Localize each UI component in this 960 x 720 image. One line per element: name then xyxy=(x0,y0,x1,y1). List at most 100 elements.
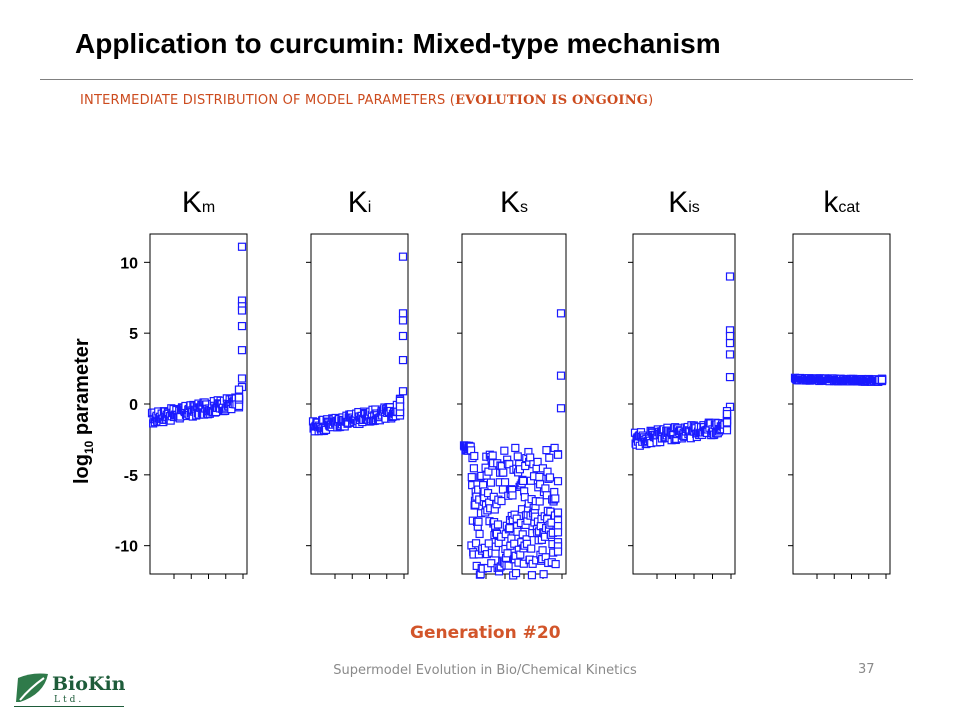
data-point xyxy=(395,402,405,411)
data-point xyxy=(505,460,514,469)
panel-Km: Km xyxy=(147,186,248,579)
data-point xyxy=(553,508,563,517)
outlier-point xyxy=(237,374,247,383)
subtitle-prefix: INTERMEDIATE DISTRIBUTION OF MODEL PARAM… xyxy=(80,93,456,108)
logo-wordmark: BioKin xyxy=(52,673,126,695)
outlier-point xyxy=(725,350,735,359)
y-axis-label: log10 parameter xyxy=(71,338,96,484)
outlier-point xyxy=(398,309,408,318)
panel-Kis: Kis xyxy=(628,186,736,579)
data-point xyxy=(547,518,556,527)
data-point xyxy=(511,443,520,453)
data-point xyxy=(508,491,517,500)
data-point xyxy=(491,549,500,558)
data-point xyxy=(484,539,493,548)
panel-title: Km xyxy=(182,186,215,219)
outlier-point xyxy=(398,252,408,261)
page-number: 37 xyxy=(858,662,875,677)
outlier-point xyxy=(725,272,735,281)
data-point xyxy=(551,494,560,503)
biokin-logo: BioKin Ltd. xyxy=(14,670,126,710)
outlier-point xyxy=(725,372,735,382)
data-point xyxy=(497,496,506,506)
y-tick-label: 5 xyxy=(129,326,138,343)
logo-subtext: Ltd. xyxy=(54,695,85,705)
data-point xyxy=(539,570,548,579)
data-point xyxy=(505,524,514,533)
data-point xyxy=(538,546,547,555)
data-point xyxy=(722,409,732,419)
data-point xyxy=(475,529,484,539)
data-point xyxy=(470,451,479,461)
panel-Ks: Ks xyxy=(457,186,567,580)
outlier-point xyxy=(398,387,408,396)
panel-Ki: Ki xyxy=(306,186,409,579)
data-point xyxy=(527,571,537,580)
data-point xyxy=(488,451,497,460)
data-point xyxy=(513,452,522,461)
outlier-point xyxy=(556,404,566,413)
outlier-point xyxy=(556,371,566,380)
outlier-point xyxy=(556,309,566,318)
panel-frame xyxy=(792,233,891,575)
outlier-point xyxy=(725,331,735,341)
data-point xyxy=(722,426,732,435)
y-tick-label: -5 xyxy=(124,468,138,485)
panel-title: Kis xyxy=(668,186,700,219)
outlier-point xyxy=(237,346,247,355)
data-point xyxy=(504,561,513,570)
data-point xyxy=(234,393,244,402)
title-divider xyxy=(40,79,913,80)
footer-title: Supermodel Evolution in Bio/Chemical Kin… xyxy=(333,663,637,678)
data-point xyxy=(545,453,554,462)
y-tick-label: -10 xyxy=(115,539,138,556)
y-tick-label: 10 xyxy=(120,255,138,272)
data-point xyxy=(512,514,521,523)
slide-subtitle: INTERMEDIATE DISTRIBUTION OF MODEL PARAM… xyxy=(80,93,653,108)
parameter-distribution-chart: 10 5 0 -5 -10 log10 parameter Km Ki Ks Kis kcat xyxy=(71,186,891,580)
panel-title: kcat xyxy=(823,186,860,219)
data-point xyxy=(518,476,528,486)
data-point xyxy=(527,544,536,553)
outlier-point xyxy=(398,316,408,325)
outlier-point xyxy=(237,321,247,331)
data-point xyxy=(522,539,532,548)
data-point xyxy=(469,464,479,473)
subtitle-suffix: ) xyxy=(648,93,654,108)
panel-title: Ks xyxy=(500,186,528,219)
generation-label: Generation #20 xyxy=(410,623,561,643)
data-point xyxy=(877,375,887,384)
data-point xyxy=(471,539,481,548)
data-point xyxy=(533,457,542,467)
data-point xyxy=(551,559,560,569)
data-point xyxy=(493,520,503,529)
data-point xyxy=(535,472,544,482)
outlier-point xyxy=(237,306,247,315)
outlier-point xyxy=(398,331,408,341)
data-point xyxy=(535,480,545,489)
data-point xyxy=(500,446,509,455)
data-point xyxy=(553,450,563,459)
panel-frame xyxy=(149,233,248,575)
outlier-point xyxy=(398,355,408,365)
data-point xyxy=(541,484,550,493)
data-point xyxy=(535,497,544,506)
data-point xyxy=(234,385,244,394)
data-point xyxy=(526,453,535,462)
outlier-point xyxy=(725,338,735,348)
data-point xyxy=(722,418,732,427)
panel-kcat: kcat xyxy=(788,186,891,579)
data-point xyxy=(553,528,563,537)
panel-frame xyxy=(632,233,736,575)
data-point xyxy=(486,478,495,487)
panel-title: Ki xyxy=(348,186,372,219)
data-point xyxy=(487,559,496,568)
outlier-point xyxy=(237,242,247,251)
data-point xyxy=(511,568,521,578)
slide-title: Application to curcumin: Mixed-type mech… xyxy=(75,28,721,59)
leaf-logo-icon xyxy=(16,673,48,702)
data-point xyxy=(553,547,563,556)
data-point xyxy=(553,477,563,486)
data-point xyxy=(499,468,508,477)
data-point xyxy=(542,446,551,455)
